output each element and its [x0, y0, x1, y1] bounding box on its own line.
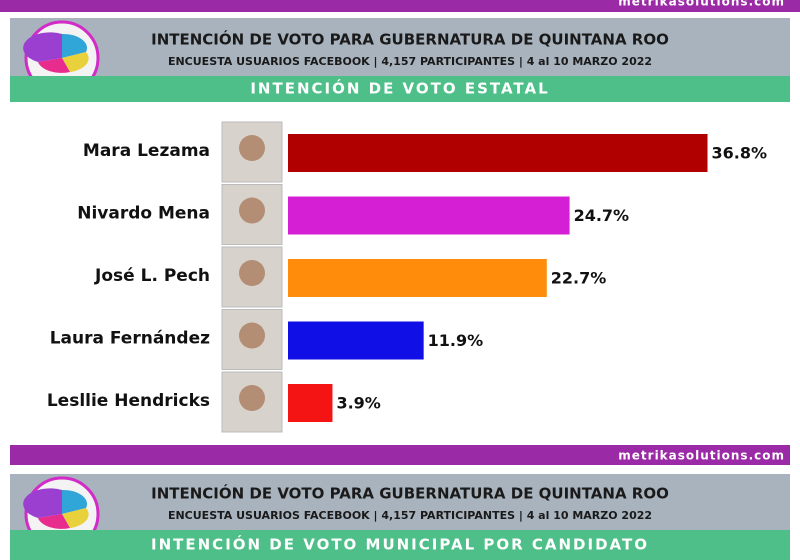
bar	[288, 384, 333, 422]
subtitle: ENCUESTA USUARIOS FACEBOOK | 4,157 PARTI…	[168, 509, 652, 522]
website: metrikasolutions.com	[618, 0, 785, 9]
bar	[288, 259, 547, 297]
value-label: 3.9%	[336, 394, 380, 413]
photo-face	[239, 385, 265, 411]
logo-slice	[62, 489, 88, 514]
photo-face	[239, 135, 265, 161]
category-label: José L. Pech	[94, 266, 210, 286]
category-label: Mara Lezama	[83, 141, 210, 161]
header	[10, 18, 790, 80]
section-title: INTENCIÓN DE VOTO ESTATAL	[250, 79, 549, 98]
logo-slice	[23, 32, 62, 62]
logo-slice	[62, 33, 88, 58]
photo-face	[239, 322, 265, 349]
photo-face	[239, 197, 265, 224]
value-label: 24.7%	[574, 206, 630, 225]
bar	[288, 196, 570, 235]
title: INTENCIÓN DE VOTO PARA GUBERNATURA DE QU…	[151, 30, 669, 49]
photo-face	[239, 260, 265, 286]
category-label: Laura Fernández	[50, 329, 210, 349]
value-label: 22.7%	[551, 269, 607, 288]
value-label: 36.8%	[712, 144, 768, 163]
candidate-photo	[221, 309, 283, 370]
logo-slice	[62, 52, 89, 72]
subtitle: ENCUESTA USUARIOS FACEBOOK | 4,157 PARTI…	[168, 55, 652, 68]
title: INTENCIÓN DE VOTO PARA GUBERNATURA DE QU…	[151, 484, 669, 503]
logo-slice	[38, 58, 70, 73]
website: metrikasolutions.com	[618, 449, 785, 463]
logo-slice	[62, 508, 89, 528]
section-title: INTENCIÓN DE VOTO MUNICIPAL POR CANDIDAT…	[151, 535, 649, 554]
bar	[288, 321, 424, 360]
bar	[288, 134, 708, 172]
category-label: Nivardo Mena	[77, 204, 210, 224]
footer-strip	[10, 445, 790, 465]
section-band	[10, 530, 790, 560]
logo-slice	[38, 514, 70, 529]
logo-slice	[23, 488, 62, 518]
category-label: Lesllie Hendricks	[47, 391, 210, 411]
top-strip	[0, 0, 800, 12]
value-label: 11.9%	[428, 331, 484, 350]
section-band	[10, 76, 790, 102]
header	[10, 474, 790, 532]
